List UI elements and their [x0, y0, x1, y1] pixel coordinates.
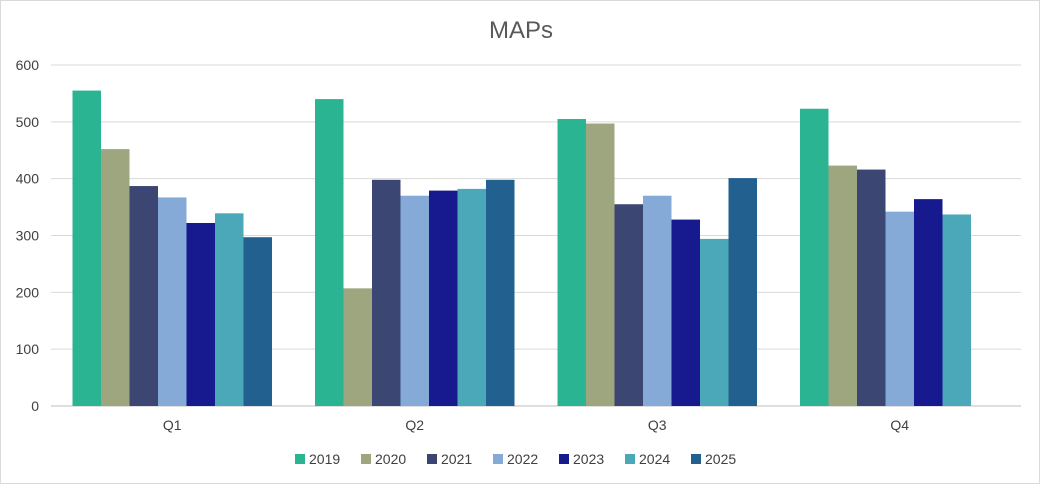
legend-swatch [625, 454, 635, 464]
legend-swatch [691, 454, 701, 464]
bar-2024-Q1 [215, 213, 244, 406]
x-tick-label: Q2 [405, 417, 424, 433]
legend-swatch [295, 454, 305, 464]
bar-2020-Q3 [586, 123, 615, 406]
y-tick-label: 400 [16, 171, 40, 187]
bar-2023-Q3 [671, 219, 700, 406]
bar-2020-Q2 [343, 288, 372, 406]
y-tick-label: 500 [16, 114, 40, 130]
legend-label: 2022 [507, 451, 538, 467]
bar-2019-Q1 [72, 90, 101, 406]
bar-2021-Q4 [857, 169, 886, 406]
legend-label: 2023 [573, 451, 604, 467]
legend-label: 2021 [441, 451, 472, 467]
legend: 2019 2020 2021 2022 2023 2024 2025 [295, 451, 736, 467]
legend-label: 2019 [309, 451, 340, 467]
bar-2021-Q3 [614, 204, 643, 406]
bar-2025-Q1 [243, 237, 272, 406]
bar-2020-Q4 [828, 165, 857, 406]
bar-2025-Q2 [486, 179, 515, 406]
bar-2019-Q3 [557, 118, 586, 406]
y-tick-label: 200 [16, 284, 40, 300]
legend-swatch [361, 454, 371, 464]
x-tick-label: Q4 [890, 417, 909, 433]
bar-2021-Q1 [129, 186, 158, 406]
legend-label: 2020 [375, 451, 406, 467]
bar-2022-Q2 [400, 195, 429, 406]
bars [72, 90, 971, 407]
x-tick-label: Q1 [163, 417, 182, 433]
bar-2024-Q3 [700, 238, 729, 406]
legend-label: 2025 [705, 451, 736, 467]
bar-2020-Q1 [101, 149, 130, 406]
legend-swatch [427, 454, 437, 464]
y-tick-label: 100 [16, 341, 40, 357]
legend-label: 2024 [639, 451, 670, 467]
bar-2024-Q4 [942, 214, 971, 406]
bar-2019-Q2 [315, 99, 344, 406]
y-tick-label: 0 [31, 398, 39, 414]
bar-2023-Q2 [429, 190, 458, 406]
bar-2025-Q3 [728, 178, 757, 406]
legend-swatch [493, 454, 503, 464]
x-axis-ticks: Q1 Q2 Q3 Q4 [163, 417, 909, 433]
bar-2022-Q4 [885, 211, 914, 406]
bar-2019-Q4 [800, 108, 829, 407]
bar-2021-Q2 [372, 179, 401, 406]
legend-swatch [559, 454, 569, 464]
bar-2022-Q1 [158, 197, 187, 406]
chart-title: MAPs [489, 17, 553, 44]
y-tick-label: 600 [16, 57, 40, 73]
y-tick-label: 300 [16, 228, 40, 244]
bar-2023-Q1 [186, 222, 215, 406]
bar-2023-Q4 [914, 199, 943, 406]
bar-2024-Q2 [457, 188, 486, 406]
y-axis-ticks: 0 100 200 300 400 500 600 [16, 57, 40, 414]
bar-2022-Q3 [643, 195, 672, 406]
x-tick-label: Q3 [648, 417, 667, 433]
